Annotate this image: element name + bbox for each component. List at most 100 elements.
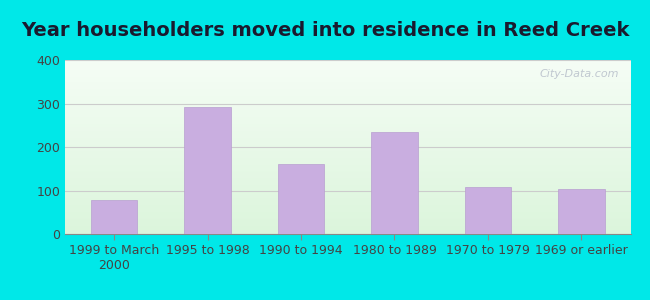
Bar [65, 117, 630, 119]
Bar [65, 222, 630, 224]
Bar [65, 196, 630, 197]
Bar [65, 136, 630, 138]
Bar [65, 103, 630, 105]
Bar [65, 180, 630, 182]
Bar [65, 164, 630, 166]
Bar [65, 72, 630, 74]
Text: City-Data.com: City-Data.com [540, 69, 619, 79]
Bar [65, 112, 630, 114]
Bar [91, 200, 137, 234]
Bar [65, 100, 630, 102]
Bar [65, 76, 630, 77]
Bar [65, 166, 630, 168]
Bar [65, 182, 630, 184]
Bar [65, 126, 630, 128]
Bar [65, 151, 630, 152]
Bar [65, 90, 630, 91]
Bar [65, 158, 630, 159]
Bar [65, 169, 630, 171]
Bar [65, 149, 630, 151]
Bar [65, 156, 630, 158]
Bar [65, 114, 630, 116]
Bar [65, 152, 630, 154]
Bar [65, 130, 630, 131]
Bar [65, 110, 630, 112]
Bar [65, 74, 630, 76]
Bar [65, 86, 630, 88]
Bar [65, 109, 630, 110]
Bar [65, 201, 630, 203]
Bar [558, 189, 605, 234]
Bar [65, 95, 630, 97]
Bar [65, 171, 630, 173]
Bar [65, 199, 630, 201]
Bar [65, 124, 630, 126]
Bar [65, 69, 630, 70]
Bar [65, 62, 630, 64]
Text: Year householders moved into residence in Reed Creek: Year householders moved into residence i… [21, 21, 629, 40]
Bar [65, 140, 630, 142]
Bar [65, 82, 630, 84]
Bar [65, 213, 630, 215]
Bar [65, 197, 630, 199]
Bar [65, 105, 630, 107]
Bar [65, 133, 630, 135]
Bar [65, 206, 630, 208]
Bar [65, 232, 630, 234]
Bar [65, 192, 630, 194]
Bar [65, 168, 630, 170]
Bar [65, 178, 630, 180]
Bar [65, 161, 630, 163]
Bar [65, 189, 630, 190]
Bar [278, 164, 324, 234]
Bar [65, 91, 630, 93]
Bar [65, 64, 630, 65]
Bar [65, 210, 630, 212]
Bar [65, 121, 630, 123]
Bar [65, 220, 630, 222]
Bar [65, 143, 630, 145]
Bar [65, 224, 630, 225]
Bar [65, 102, 630, 103]
Bar [65, 131, 630, 133]
Bar [65, 79, 630, 81]
Bar [65, 128, 630, 130]
Bar [65, 208, 630, 210]
Bar [65, 138, 630, 140]
Bar [65, 154, 630, 156]
Bar [65, 145, 630, 147]
Bar [65, 212, 630, 213]
Bar [65, 123, 630, 124]
Bar [65, 116, 630, 117]
Bar [65, 163, 630, 164]
Bar [65, 184, 630, 185]
Bar [65, 217, 630, 218]
Bar [65, 107, 630, 109]
Bar [65, 70, 630, 72]
Bar [65, 97, 630, 98]
Bar [65, 98, 630, 100]
Bar [65, 185, 630, 187]
Bar [371, 132, 418, 234]
Bar [65, 142, 630, 143]
Bar [65, 81, 630, 82]
Bar [65, 65, 630, 67]
Bar [65, 227, 630, 229]
Bar [65, 135, 630, 137]
Bar [65, 218, 630, 220]
Bar [65, 147, 630, 149]
Bar [65, 194, 630, 196]
Bar [65, 159, 630, 161]
Bar [65, 93, 630, 95]
Bar [65, 88, 630, 90]
Bar [65, 173, 630, 175]
Bar [65, 229, 630, 230]
Bar [65, 203, 630, 204]
Bar [465, 187, 512, 234]
Bar [65, 204, 630, 206]
Bar [65, 177, 630, 178]
Bar [65, 84, 630, 86]
Bar [65, 175, 630, 177]
Bar [65, 190, 630, 192]
Bar [184, 107, 231, 234]
